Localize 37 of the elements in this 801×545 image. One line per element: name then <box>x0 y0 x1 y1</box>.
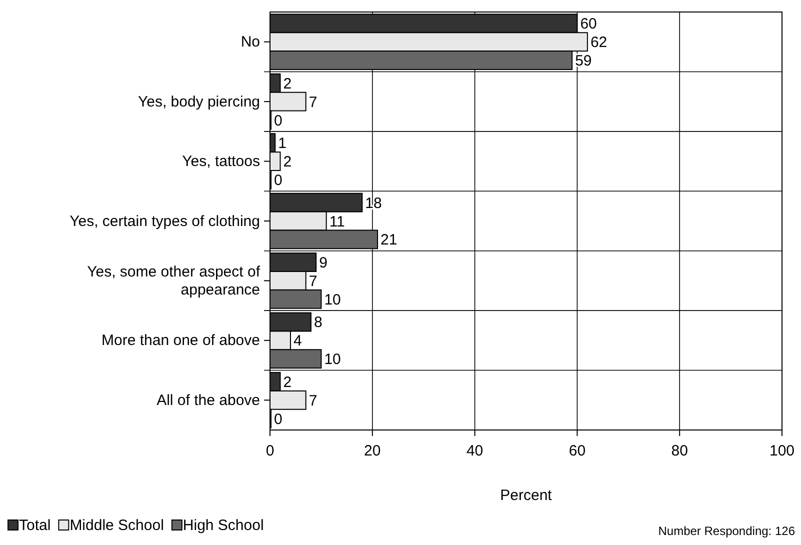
text: Number Responding: 126 <box>658 524 796 538</box>
data-label: 7 <box>308 392 318 410</box>
data-label: 62 <box>590 34 608 52</box>
data-label: 0 <box>274 172 282 189</box>
y-tick-label: Yes, certain types of clothing <box>70 212 260 230</box>
data-label: 7 <box>308 94 318 111</box>
x-axis-title: Percent <box>500 487 553 504</box>
x-tick-label: 20 <box>364 442 381 460</box>
y-tick-label: Yes, body piercing <box>138 93 260 110</box>
legend-label: Middle School <box>70 517 164 534</box>
data-label: 4 <box>293 332 302 350</box>
data-label: 60 <box>580 16 597 33</box>
data-label: 21 <box>380 232 398 249</box>
legend-label: High School <box>182 517 264 534</box>
y-tick-label: All of the above <box>156 392 260 409</box>
x-tick-label: 80 <box>671 442 688 460</box>
data-label: 11 <box>329 213 345 230</box>
data-label: 2 <box>283 374 292 391</box>
y-tick-label: More than one of above <box>102 332 260 350</box>
data-label: 0 <box>274 410 282 428</box>
data-label: 10 <box>324 291 341 308</box>
data-label: 0 <box>274 112 282 130</box>
x-tick-label: 40 <box>466 442 484 460</box>
data-label: 10 <box>324 351 341 368</box>
data-label: 8 <box>314 314 322 332</box>
data-label: 7 <box>308 272 318 290</box>
data-label: 2 <box>283 75 292 92</box>
data-label: 9 <box>319 254 328 272</box>
x-tick-label: 60 <box>568 442 586 460</box>
legend-label: Total <box>19 517 51 534</box>
y-tick-label: No <box>240 34 260 51</box>
data-label: 1 <box>278 135 286 152</box>
y-tick-label: Yes, tattoos <box>182 153 260 170</box>
x-tick-label: 0 <box>266 442 274 460</box>
x-tick-label: 100 <box>769 442 795 460</box>
data-label: 2 <box>283 154 292 171</box>
y-tick-label: Yes, some other aspect of appearance <box>87 264 261 299</box>
